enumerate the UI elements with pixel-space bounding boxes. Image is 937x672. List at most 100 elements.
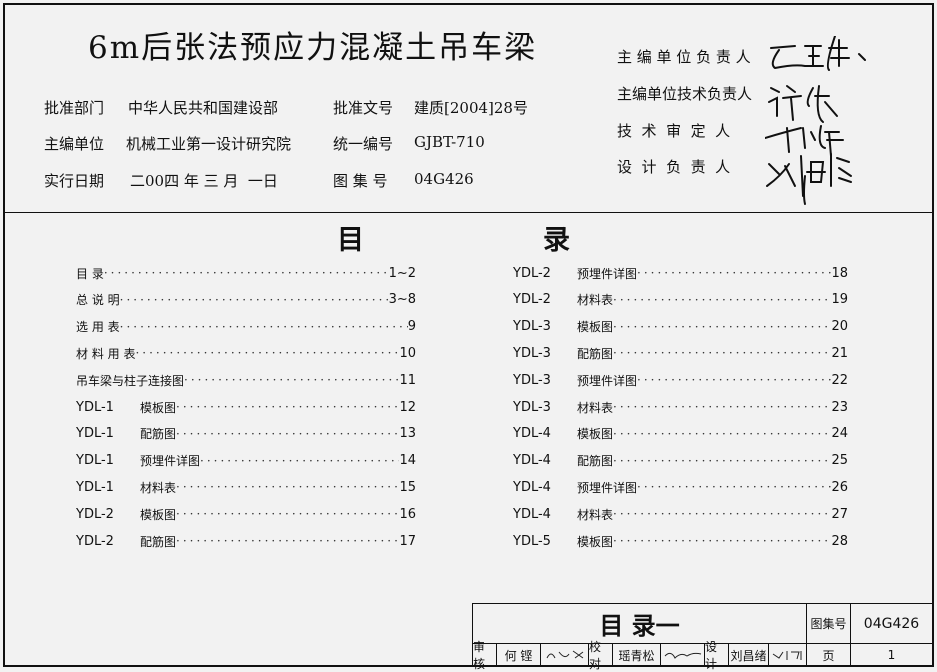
toc-entry-page: 26 [831,479,848,495]
toc-entry: YDL-4 模板图 ································… [513,424,848,444]
toc-entry-code: YDL-3 [513,399,551,415]
toc-leader-dots: ········································… [184,373,399,388]
check-label: 校对 [589,640,613,671]
toc-entry-label: 材料表 [140,480,177,495]
check-signature [661,644,705,666]
toc-entry-label: 目 录 [76,266,104,281]
review-label: 审核 [473,640,497,671]
toc-entry: YDL-4 预埋件详图······························… [513,477,848,497]
toc-entry-code: YDL-1 [76,426,114,442]
review-name: 何 铿 [497,644,541,666]
meta-label: 批准部门 [44,99,105,117]
toc-entry-code: YDL-2 [513,292,551,308]
design-signature [769,644,807,666]
toc-entry-label: 材料表 [577,400,614,415]
meta-value: 机械工业第一设计研究院 [126,135,292,153]
toc-entry-code: YDL-2 [76,506,114,522]
toc-entry-label: 总 说 明 [76,293,120,308]
toc-entry-page: 3~8 [388,292,416,308]
responsible-label: 技 术 审 定 人 [617,122,731,140]
toc-entry-page: 20 [831,319,848,335]
meta-label: 统一编号 [333,135,394,153]
meta-label: 批准文号 [333,99,394,117]
toc-heading-right: 录 [543,225,570,256]
toc-entry-page: 11 [399,372,416,388]
header-divider [3,212,934,213]
toc-entry: 目 录 ·····································… [76,263,416,283]
toc-leader-dots: ········································… [176,426,399,441]
toc-entry: YDL-1 预埋件详图 ······························… [76,451,416,471]
toc-entry: YDL-5 模板图 ································… [513,531,848,551]
toc-entry-page: 9 [407,319,416,335]
meta-value: GJBT-710 [414,133,485,151]
toc-entry-code: YDL-1 [76,399,114,415]
toc-entry: YDL-4 配筋图 ································… [513,451,848,471]
toc-leader-dots: ········································… [613,453,832,468]
meta-value: 中华人民共和国建设部 [128,99,279,117]
meta-label: 图 集 号 [333,172,388,190]
toc-leader-dots: ········································… [176,400,399,414]
design-name: 刘昌绪 [729,644,769,666]
handwritten-signatures [765,36,866,205]
toc-entry-page: 1~2 [388,265,416,281]
toc-leader-dots: ········································… [176,480,399,495]
toc-entry-label: 模板图 [577,320,614,335]
toc-entry-page: 14 [399,453,416,469]
toc-leader-dots: ········································… [176,534,399,548]
toc-entry-page: 21 [831,345,848,361]
page-value: 1 [851,644,933,666]
toc-entry-label: 材料表 [577,507,614,522]
meta-label: 主编单位 [44,135,105,153]
toc-entry-code: YDL-3 [513,372,551,388]
meta-value: 二00四 年 三 月 一日 [130,172,278,190]
toc-leader-dots: ········································… [200,453,400,468]
toc-entry-code: YDL-4 [513,506,551,522]
toc-entry: YDL-2 模板图 ································… [76,504,416,524]
toc-entry-label: 配筋图 [140,427,177,442]
drawing-frame [3,3,934,667]
toc-entry-label: 模板图 [140,400,177,415]
toc-entry: 材 料 用 表 ·································… [76,343,416,363]
page-label: 页 [807,644,851,666]
toc-entry-page: 25 [831,453,848,469]
toc-entry-code: YDL-4 [513,479,551,495]
toc-entry-page: 27 [831,506,848,522]
toc-leader-dots: ········································… [637,480,831,495]
toc-entry-code: YDL-3 [513,319,551,335]
responsible-label: 主 编 单 位 负 责 人 [617,48,751,66]
toc-heading-left: 目 [337,225,364,256]
meta-value: 04G426 [414,170,474,188]
toc-leader-dots: ········································… [613,426,832,441]
toc-leader-dots: ········································… [103,266,389,280]
toc-entry-code: YDL-4 [513,426,551,442]
toc-leader-dots: ········································… [613,346,832,361]
toc-entry-label: 预埋件详图 [577,373,638,388]
toc-entry-label: 选 用 表 [76,320,120,335]
toc-entry-page: 19 [831,292,848,308]
toc-entry-label: 吊车梁与柱子连接图 [76,373,185,388]
toc-entry-page: 16 [399,506,416,522]
toc-entry-label: 模板图 [577,534,614,549]
toc-leader-dots: ········································… [613,534,832,548]
toc-entry: YDL-3 模板图 ································… [513,317,848,337]
toc-entry: YDL-1 模板图 ································… [76,397,416,417]
toc-entry-page: 12 [399,399,416,415]
toc-entry-code: YDL-3 [513,345,551,361]
toc-entry: YDL-3 预埋件详图······························… [513,370,848,390]
review-signature [541,644,589,666]
toc-entry-code: YDL-1 [76,479,114,495]
toc-entry: YDL-3 材料表 ································… [513,397,848,417]
toc-leader-dots: ········································… [613,507,832,522]
toc-entry-page: 10 [399,345,416,361]
toc-entry-page: 15 [399,479,416,495]
toc-entry-page: 13 [399,426,416,442]
toc-entry: YDL-2 材料表 ································… [513,290,848,310]
toc-entry: YDL-1 材料表 ································… [76,477,416,497]
toc-entry: 吊车梁与柱子连接图 ·······························… [76,370,416,390]
toc-entry: YDL-2 预埋件详图······························… [513,263,848,283]
toc-entry: YDL-3 配筋图 ································… [513,343,848,363]
toc-leader-dots: ········································… [613,319,832,334]
meta-value: 建质[2004]28号 [414,99,528,117]
toc-leader-dots: ········································… [135,346,400,361]
toc-entry-label: 配筋图 [577,454,614,469]
